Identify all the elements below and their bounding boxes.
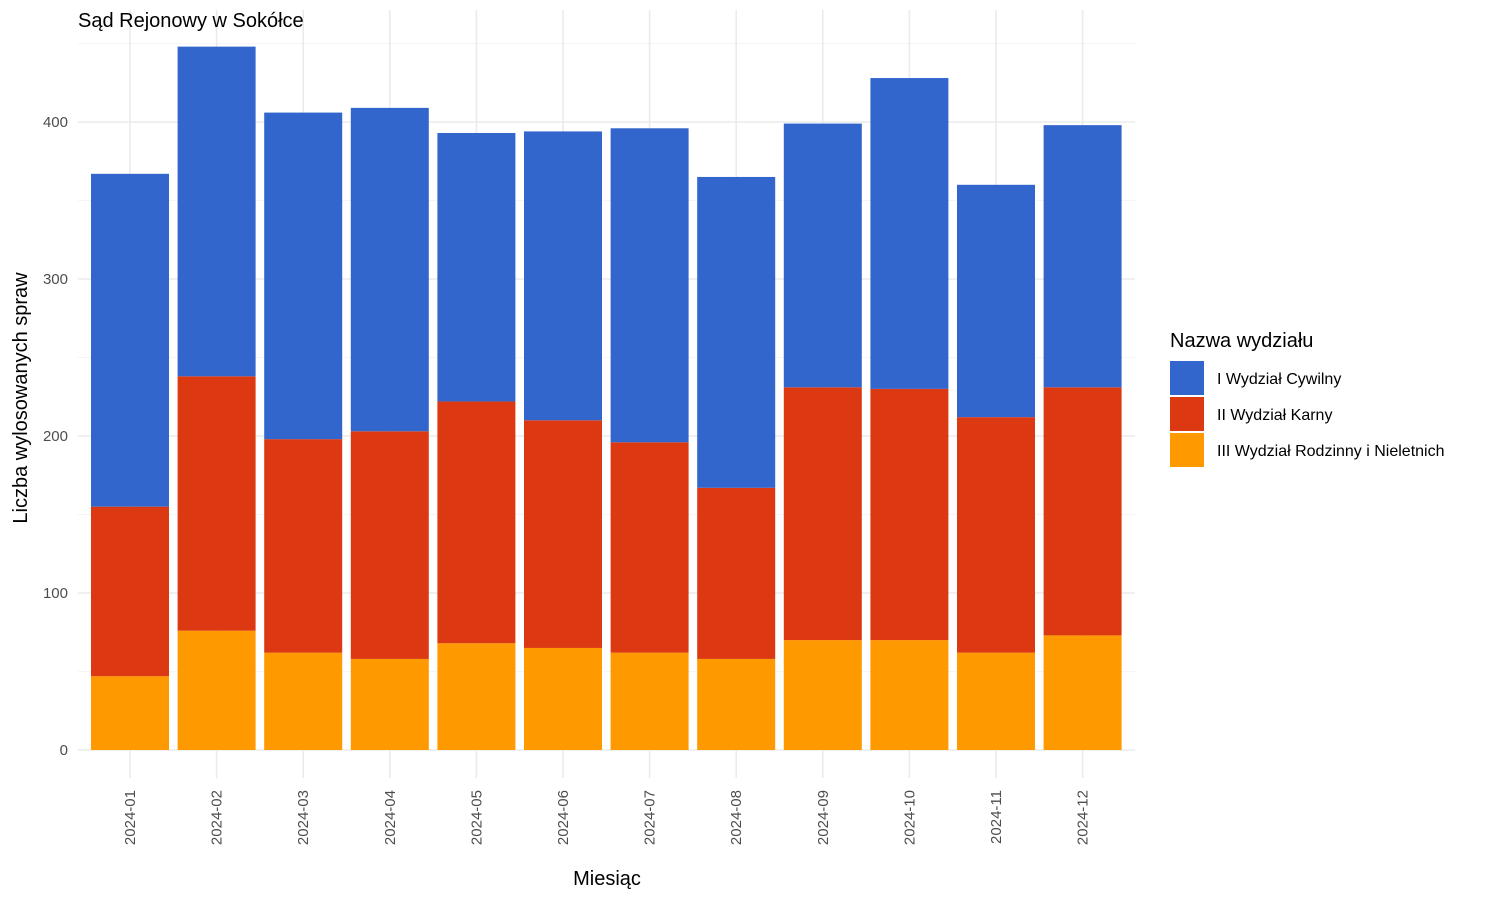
bar-segment <box>610 442 689 653</box>
x-axis-tick-labels: 2024-01 2024-02 2024-03 2024-04 2024-05 2024-… <box>122 790 1092 845</box>
bar-segment <box>610 652 689 750</box>
x-tick-label: 2024-03 <box>295 790 312 845</box>
bar-segment <box>870 388 949 641</box>
bar-segment <box>437 132 516 402</box>
bar-segment <box>783 387 862 641</box>
bar-segment <box>870 640 949 750</box>
bar-segment <box>870 78 949 389</box>
bar-segment <box>783 123 862 388</box>
y-tick-label: 100 <box>43 585 68 602</box>
chart-title: Sąd Rejonowy w Sokółce <box>78 10 304 32</box>
bar-segment <box>437 643 516 750</box>
bar-segment <box>350 658 429 750</box>
bar-segment <box>350 431 429 659</box>
bar-segment <box>1043 125 1122 388</box>
x-tick-label: 2024-10 <box>901 790 918 845</box>
legend: Nazwa wydziału I Wydział Cywilny II Wydzi… <box>1170 330 1445 467</box>
x-tick-label: 2024-07 <box>642 790 659 845</box>
bar-segment <box>697 176 776 488</box>
bar-segment <box>91 676 169 750</box>
bar-segment <box>524 131 602 421</box>
bar-segment <box>350 107 429 432</box>
bar-segment <box>264 439 343 653</box>
bar-segment <box>610 128 689 443</box>
x-tick-label: 2024-04 <box>382 790 399 845</box>
bar-segment <box>957 417 1035 653</box>
legend-swatch <box>1170 433 1204 467</box>
legend-items: I Wydział Cywilny II Wydział Karny III Wyd… <box>1170 361 1445 467</box>
x-axis-title: Miesiąc <box>573 868 641 890</box>
bar-segment <box>783 640 862 750</box>
bar-segment <box>177 630 256 750</box>
legend-label: II Wydział Karny <box>1217 407 1332 424</box>
x-tick-label: 2024-01 <box>122 790 139 845</box>
y-tick-label: 400 <box>43 114 68 131</box>
y-axis-title: Liczba wylosowanych spraw <box>10 272 32 524</box>
x-tick-label: 2024-05 <box>468 790 485 845</box>
bar-segment <box>177 46 256 377</box>
x-tick-label: 2024-02 <box>209 790 226 845</box>
bars <box>91 46 1122 750</box>
x-tick-label: 2024-06 <box>555 790 572 845</box>
legend-title: Nazwa wydziału <box>1170 330 1313 352</box>
bar-segment <box>177 376 256 631</box>
legend-label: I Wydział Cywilny <box>1217 371 1341 388</box>
bar-segment <box>957 184 1035 418</box>
y-tick-label: 0 <box>60 742 68 759</box>
bar-segment <box>264 112 343 440</box>
bar-segment <box>1043 635 1122 750</box>
x-tick-label: 2024-11 <box>988 790 1005 844</box>
legend-swatch <box>1170 397 1204 431</box>
legend-swatch <box>1170 361 1204 395</box>
legend-label: III Wydział Rodzinny i Nieletnich <box>1217 443 1445 460</box>
bar-segment <box>697 658 776 750</box>
y-tick-label: 300 <box>43 271 68 288</box>
bar-segment <box>524 647 602 750</box>
bar-segment <box>957 652 1035 750</box>
x-tick-label: 2024-12 <box>1075 790 1092 845</box>
bar-segment <box>697 487 776 659</box>
bar-segment <box>437 401 516 644</box>
y-axis-tick-labels: 0 100 200 300 400 <box>43 114 68 759</box>
x-tick-label: 2024-08 <box>728 790 745 845</box>
bar-segment <box>91 173 169 507</box>
bar-segment <box>524 420 602 648</box>
y-tick-label: 200 <box>43 428 68 445</box>
bar-segment <box>1043 387 1122 636</box>
x-tick-label: 2024-09 <box>815 790 832 845</box>
bar-segment <box>264 652 343 750</box>
bar-segment <box>91 506 169 677</box>
